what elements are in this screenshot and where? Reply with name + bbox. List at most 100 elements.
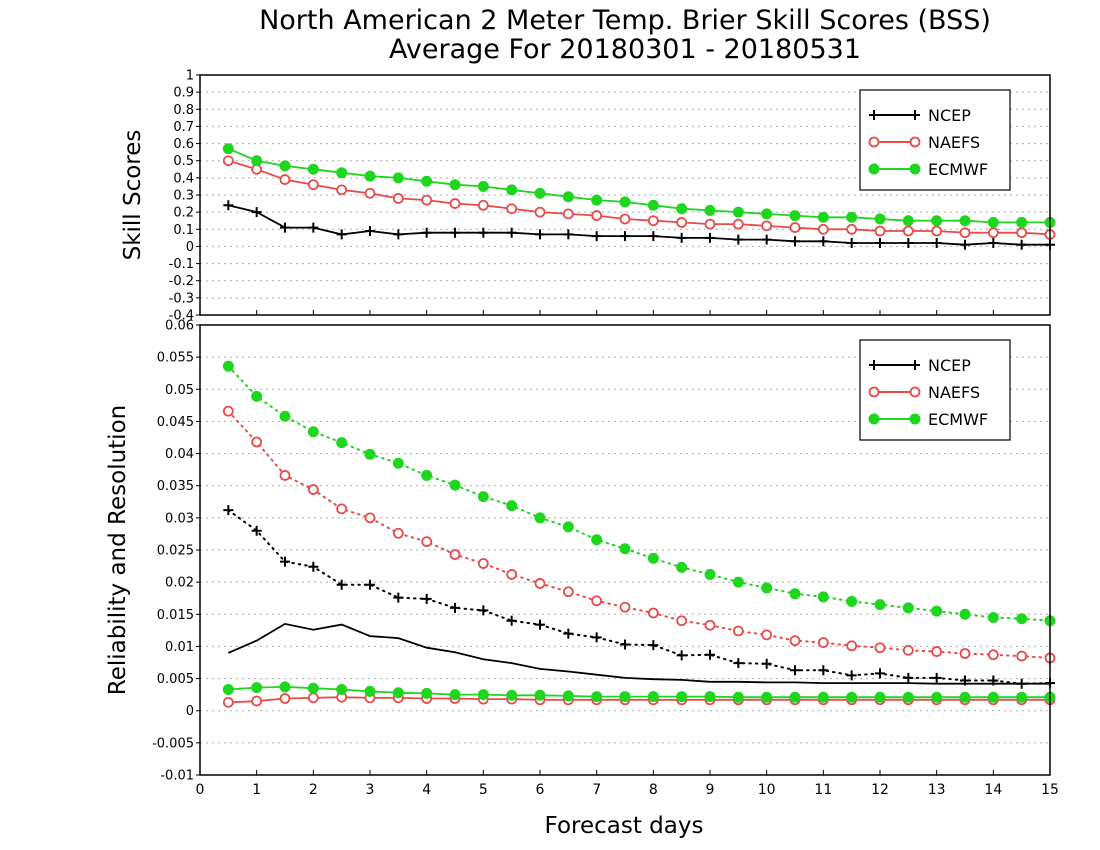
top-series-ecmwf-point [364,170,376,182]
bottom-series-ncep-dotted-point [308,561,319,572]
bottom-series-naefs-dotted-point [846,640,858,652]
bottom-series-ecmwf-dotted-point [761,582,773,594]
bottom-y-axis-label: Reliability and Resolution [105,405,131,695]
top-y-tick-label: -0.1 [169,257,194,272]
bottom-series-ecmwf-dotted-point [931,605,943,617]
bottom-series-ecmwf-point [251,682,263,694]
top-series-naefs-point [704,218,716,230]
top-legend-marker-naefs [909,136,921,148]
bottom-series-naefs-dotted-point [307,484,319,495]
bottom-series-ecmwf-dotted-point [902,602,914,614]
bottom-series-ecmwf-dotted-point [647,552,659,564]
top-series-ecmwf-point [732,206,744,218]
bottom-series-naefs-dotted-point [647,607,659,619]
bottom-series-ecmwf-dotted-point [562,521,574,533]
top-series-naefs-point [307,179,319,191]
top-series-naefs-point [222,155,234,167]
bottom-series-naefs-dotted-point [506,569,518,580]
bottom-series-ecmwf-point [704,691,716,703]
top-y-tick-label: 0.7 [173,120,194,135]
top-series-naefs-point [562,208,574,220]
top-series-ncep-point [931,238,942,248]
top-series-ncep-point [903,238,914,248]
top-series-ecmwf-point [251,155,263,167]
bottom-series-ncep [227,622,1050,685]
bottom-series-ecmwf-point [676,691,688,703]
bottom-series-ncep-dotted-point [818,665,829,676]
x-tick-label: 5 [479,782,488,798]
bottom-series-ecmwf-dotted-point [251,390,263,402]
bottom-series-naefs-dotted-point [902,644,914,656]
top-series-ecmwf-point [704,204,716,216]
top-legend-marker-ncep [869,110,879,120]
top-series-ncep-point [988,238,999,248]
top-series-ecmwf-point [676,203,688,215]
top-series-naefs-point [449,198,461,209]
x-tick-label: 12 [871,782,889,798]
top-legend-label-ncep: NCEP [928,106,971,125]
top-series-naefs-point [959,227,971,239]
bottom-legend-label-naefs: NAEFS [928,383,980,402]
top-series-naefs-point [676,217,688,228]
top-series-ecmwf-point [591,194,603,206]
bottom-series-naefs-dotted [222,405,1056,664]
top-series-naefs-point [619,213,631,225]
top-series-ncep-point [421,227,432,238]
x-tick-label: 4 [422,782,431,798]
bottom-series-ecmwf-point [874,691,886,703]
x-tick-label: 1 [252,782,261,798]
bottom-series-ecmwf-point [817,691,829,703]
top-legend-marker-ecmwf [868,163,880,175]
top-series-ncep-point [223,200,234,211]
top-series-naefs-point [874,225,886,237]
bottom-series-ecmwf-dotted-point [1016,613,1028,625]
top-series-naefs-point [1016,227,1028,239]
top-series-ncep-point [251,207,262,218]
bottom-series-ecmwf-dotted-point [704,568,716,580]
bottom-series-naefs-dotted-point [251,436,263,448]
bottom-series-ecmwf-point [931,691,943,703]
bottom-series-ncep-dotted-point [421,593,432,604]
bottom-series-ecmwf-dotted-point [676,561,688,573]
top-legend: NCEP NAEFS ECMWF [859,89,1011,191]
bottom-series-ecmwf-point [619,691,631,703]
bottom-series-naefs-dotted-point [789,635,801,647]
top-y-tick-label: -0.3 [169,291,194,306]
bottom-series-ecmwf-point [1016,691,1028,703]
bottom-series-ncep-dotted-point [223,505,234,516]
x-tick-label: 0 [196,782,205,798]
bottom-y-tick-label: 0.055 [157,351,194,366]
top-series-ecmwf-point [279,160,291,172]
bottom-series-naefs-dotted-point [676,615,688,627]
top-series-ncep-point [336,229,347,240]
bottom-y-tick-label: 0 [186,704,194,719]
top-y-tick-label: 0 [186,240,194,255]
bottom-series-ecmwf-point [987,691,999,703]
bottom-series-naefs-dotted-point [704,619,716,631]
top-series-ncep-point [450,227,460,238]
top-y-tick-label: 0.9 [173,86,194,101]
bottom-series-ecmwf-dotted-point [959,608,971,620]
bottom-y-tick-label: 0.05 [165,383,194,398]
x-tick-label: 3 [366,782,375,798]
bottom-series-naefs-dotted-point [222,405,234,417]
top-series-ecmwf [222,143,1056,228]
top-series-naefs-point [761,220,773,232]
bottom-series-naefs-dotted-point [732,625,744,637]
bottom-series-ecmwf-point [902,691,914,703]
bottom-series-ecmwf-dotted-point [364,448,376,460]
bottom-series-ncep-dotted-point [620,639,630,650]
top-series-ncep-point [761,234,772,245]
bottom-series-ecmwf-dotted-point [279,410,291,422]
bottom-series-naefs-dotted-point [392,527,404,539]
bottom-series-ecmwf-point [279,681,291,693]
bottom-series-ncep-dotted-point [336,579,347,590]
top-y-tick-label: 0.1 [173,223,194,238]
top-series-ncep-point [535,229,545,240]
top-series-ncep-point [1016,239,1027,250]
top-series-naefs [222,155,1056,240]
top-series-naefs-point [987,227,999,239]
top-series-ecmwf-point [846,211,858,223]
bottom-series-ecmwf-point [392,687,404,699]
